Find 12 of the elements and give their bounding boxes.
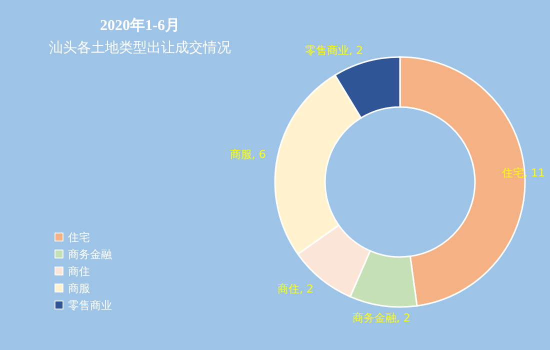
legend-label: 商服 [68, 282, 90, 295]
legend-label: 商务金融 [68, 248, 112, 261]
data-label: 商服, 6 [230, 148, 266, 162]
data-label: 商务金融, 2 [352, 312, 410, 325]
legend-label: 住宅 [68, 231, 90, 244]
data-label: 零售商业, 2 [305, 44, 364, 58]
chart-subtitle: 汕头各土地类型出让成交情况 [49, 40, 231, 56]
legend-label: 商住 [68, 265, 90, 278]
legend-label: 零售商业 [68, 299, 112, 312]
chart-title: 2020年1-6月 [100, 17, 180, 34]
data-label: 商住, 2 [278, 282, 314, 296]
data-label: 住宅, 11 [502, 166, 545, 180]
